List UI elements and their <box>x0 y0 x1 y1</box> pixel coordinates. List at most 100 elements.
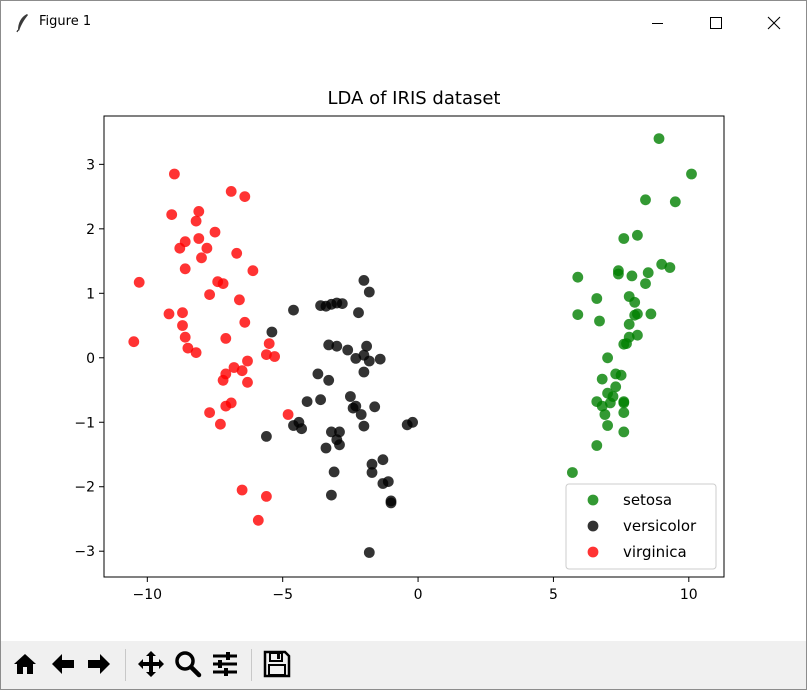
data-point-virginica <box>177 320 188 331</box>
data-point-virginica <box>177 307 188 319</box>
data-point-virginica <box>242 355 253 367</box>
zoom-icon <box>175 651 202 678</box>
data-point-versicolor <box>366 458 378 470</box>
data-point-versicolor <box>320 442 332 454</box>
data-point-virginica <box>190 347 202 358</box>
data-point-virginica <box>261 349 272 360</box>
x-tick-label: 10 <box>680 587 698 603</box>
data-point-versicolor <box>326 426 337 438</box>
data-point-versicolor <box>342 344 354 356</box>
data-point-versicolor <box>345 391 356 402</box>
save-icon <box>263 650 291 678</box>
data-point-versicolor <box>266 326 278 338</box>
data-point-virginica <box>209 226 221 238</box>
navigation-toolbar <box>1 641 806 689</box>
data-point-setosa <box>615 369 627 381</box>
toolbar-separator <box>125 649 126 681</box>
x-tick-label: 0 <box>414 587 423 603</box>
close-icon <box>767 16 781 30</box>
data-point-setosa <box>599 409 611 420</box>
axes-frame <box>103 115 725 578</box>
data-point-setosa <box>632 329 643 341</box>
data-point-virginica <box>174 242 186 254</box>
close-button[interactable] <box>745 1 803 45</box>
legend-marker-setosa <box>587 494 599 506</box>
data-point-setosa <box>653 133 665 144</box>
data-point-virginica <box>166 209 178 221</box>
data-point-setosa <box>629 296 641 308</box>
pan-button[interactable] <box>135 647 167 681</box>
data-point-versicolor <box>363 286 375 298</box>
save-button[interactable] <box>261 647 293 681</box>
y-tick-label: 0 <box>86 351 95 367</box>
configure-subplots-button[interactable] <box>209 647 241 681</box>
data-point-versicolor <box>382 476 394 487</box>
x-tick-label: −10 <box>133 587 163 603</box>
data-point-virginica <box>228 362 240 373</box>
home-button[interactable] <box>9 647 41 681</box>
data-point-versicolor <box>358 366 370 378</box>
data-point-versicolor <box>350 353 362 364</box>
data-point-virginica <box>201 242 213 254</box>
data-point-virginica <box>190 215 202 227</box>
data-point-setosa <box>645 308 657 320</box>
data-point-virginica <box>217 374 229 386</box>
data-point-setosa <box>618 338 630 350</box>
data-point-setosa <box>656 258 668 270</box>
legend-box <box>565 483 717 570</box>
minimize-button[interactable] <box>629 1 687 45</box>
data-point-virginica <box>179 331 191 343</box>
data-point-setosa <box>596 373 608 385</box>
data-point-virginica <box>231 247 243 259</box>
data-point-virginica <box>269 351 280 362</box>
x-tick-label: 5 <box>549 587 558 603</box>
data-point-virginica <box>217 278 229 289</box>
data-point-virginica <box>163 308 175 320</box>
data-point-setosa <box>640 194 651 206</box>
data-point-setosa <box>591 293 603 304</box>
data-point-setosa <box>610 381 622 393</box>
data-point-setosa <box>618 426 630 438</box>
data-point-virginica <box>193 233 205 244</box>
data-point-versicolor <box>385 497 397 509</box>
data-point-versicolor <box>312 368 324 380</box>
legend-marker-versicolor <box>587 520 599 532</box>
pan-icon <box>138 651 164 677</box>
data-point-virginica <box>247 265 259 277</box>
data-point-virginica <box>215 418 226 430</box>
data-point-setosa <box>602 352 613 364</box>
data-point-virginica <box>128 336 140 348</box>
y-tick-label: 2 <box>86 222 95 238</box>
data-point-virginica <box>242 376 253 388</box>
title-bar[interactable]: Figure 1 <box>1 1 806 45</box>
data-point-versicolor <box>377 454 389 466</box>
figure-canvas[interactable]: LDA of IRIS dataset −10 −5 0 5 10 −3 −2 −1 0 1 2 3 … <box>1 45 806 641</box>
back-button[interactable] <box>47 647 79 681</box>
data-point-virginica <box>179 263 191 275</box>
forward-button[interactable] <box>83 647 115 681</box>
data-point-setosa <box>618 233 630 244</box>
legend-label-virginica: virginica <box>623 543 687 561</box>
data-point-setosa <box>629 309 641 321</box>
data-point-virginica <box>252 514 264 526</box>
chart-title: LDA of IRIS dataset <box>327 88 500 109</box>
data-point-versicolor <box>355 409 367 420</box>
data-point-setosa <box>640 278 651 289</box>
data-point-setosa <box>591 440 603 451</box>
data-point-versicolor <box>363 355 375 367</box>
legend-label-setosa: setosa <box>623 491 672 509</box>
window-title: Figure 1 <box>39 14 92 29</box>
data-point-versicolor <box>358 275 370 286</box>
data-point-setosa <box>632 229 643 241</box>
data-point-versicolor <box>328 466 340 478</box>
data-point-setosa <box>613 268 624 280</box>
zoom-button[interactable] <box>172 647 204 681</box>
legend-marker-virginica <box>587 546 599 558</box>
data-point-versicolor <box>374 353 386 365</box>
data-point-setosa <box>567 467 578 478</box>
data-point-virginica <box>225 186 237 197</box>
data-point-virginica <box>239 316 251 328</box>
data-point-versicolor <box>363 547 375 558</box>
maximize-button[interactable] <box>687 1 745 45</box>
